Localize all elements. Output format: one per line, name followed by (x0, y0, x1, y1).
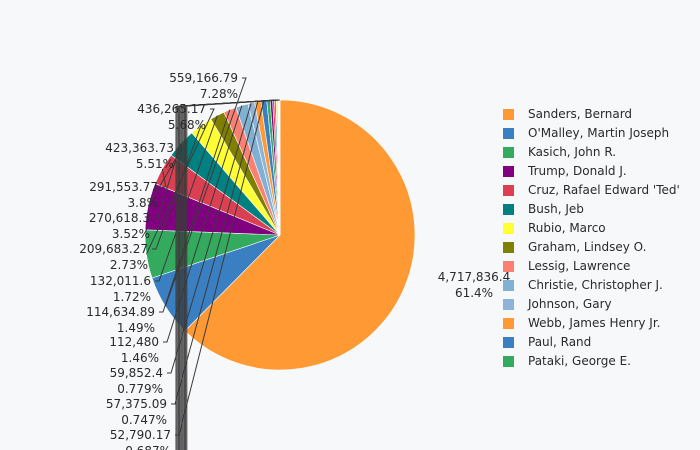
slice-label-value-5: 270,618.3 (89, 211, 150, 225)
legend-swatch (503, 261, 514, 272)
legend-swatch (503, 299, 514, 310)
legend-label: Rubio, Marco (528, 221, 606, 235)
leader-line-2 (145, 108, 215, 255)
legend-item-10[interactable]: Johnson, Gary (503, 297, 612, 311)
legend-label: Sanders, Bernard (528, 107, 632, 121)
slice-label-value-4: 291,553.77 (89, 180, 158, 194)
slice-label-value-3: 423,363.73 (105, 141, 174, 155)
legend-item-0[interactable]: Sanders, Bernard (503, 107, 632, 121)
legend-item-3[interactable]: Trump, Donald J. (503, 164, 627, 178)
slice-label-percent-11: 0.747% (121, 413, 167, 427)
legend: Sanders, Bernard O'Malley, Martin Joseph K… (503, 107, 680, 368)
legend-swatch (503, 356, 514, 367)
slice-label-value-12: 52,790.17 (110, 428, 171, 442)
slice-label-percent-10: 0.779% (117, 382, 163, 396)
legend-swatch (503, 166, 514, 177)
legend-item-11[interactable]: Webb, James Henry Jr. (503, 316, 661, 330)
slice-label-percent-0: 61.4% (455, 286, 493, 300)
pie-slices (144, 99, 416, 371)
slice-label-value-10: 59,852.4 (110, 366, 163, 380)
slice-label-value-9: 112,480 (109, 335, 159, 349)
leader-line-4 (161, 168, 167, 188)
legend-label: Lessig, Lawrence (528, 259, 630, 273)
slice-label-percent-6: 2.73% (110, 258, 148, 272)
leader-line-8 (159, 109, 231, 313)
legend-swatch (503, 337, 514, 348)
legend-label: Bush, Jeb (528, 202, 584, 216)
legend-item-9[interactable]: Christie, Christopher J. (503, 278, 663, 292)
slice-label-value-1: 559,166.79 (169, 71, 238, 85)
legend-item-7[interactable]: Graham, Lindsey O. (503, 240, 646, 254)
legend-item-5[interactable]: Bush, Jeb (503, 202, 584, 216)
slice-label-value-7: 132,011.6 (90, 274, 151, 288)
legend-item-1[interactable]: O'Malley, Martin Joseph (503, 126, 669, 140)
slice-label-percent-7: 1.72% (113, 290, 151, 304)
legend-label: Christie, Christopher J. (528, 278, 663, 292)
legend-label: Graham, Lindsey O. (528, 240, 646, 254)
legend-swatch (503, 318, 514, 329)
legend-item-13[interactable]: Pataki, George E. (503, 354, 631, 368)
legend-item-4[interactable]: Cruz, Rafael Edward 'Ted' (503, 183, 680, 197)
leader-line-22 (186, 99, 280, 450)
slice-label-value-0: 4,717,836.4 (438, 270, 511, 284)
legend-swatch (503, 280, 514, 291)
legend-label: Cruz, Rafael Edward 'Ted' (528, 183, 680, 197)
slice-label-percent-4: 3.8% (128, 196, 159, 210)
slice-label-value-2: 436,265.17 (137, 102, 206, 116)
legend-label: Paul, Rand (528, 335, 591, 349)
slice-label-value-8: 114,634.89 (86, 305, 155, 319)
slice-label-percent-9: 1.46% (121, 351, 159, 365)
slice-label-percent-5: 3.52% (112, 227, 150, 241)
leader-line-9 (163, 105, 243, 343)
legend-item-12[interactable]: Paul, Rand (503, 335, 591, 349)
legend-swatch (503, 109, 514, 120)
leader-line-1 (164, 77, 247, 307)
legend-label: Pataki, George E. (528, 354, 631, 368)
legend-item-2[interactable]: Kasich, John R. (503, 145, 616, 159)
leader-line-10 (167, 102, 252, 374)
slice-label-value-11: 57,375.09 (106, 397, 167, 411)
slice-label-percent-12: 0.687% (125, 444, 171, 450)
leader-line-5 (154, 143, 182, 219)
legend-swatch (503, 128, 514, 139)
leader-line-11 (171, 101, 259, 405)
legend-item-6[interactable]: Rubio, Marco (503, 221, 606, 235)
legend-label: O'Malley, Martin Joseph (528, 126, 669, 140)
slice-label-percent-2: 5.68% (168, 118, 206, 132)
slice-label-value-6: 209,683.27 (79, 242, 148, 256)
slice-label-percent-1: 7.28% (200, 87, 238, 101)
slice-label-percent-3: 5.51% (136, 157, 174, 171)
legend-swatch (503, 204, 514, 215)
label-leader-lines (145, 77, 280, 450)
legend-item-8[interactable]: Lessig, Lawrence (503, 259, 630, 273)
slice-labels: 4,717,836.4 61.4% 559,166.79 7.28%436,265.1… (79, 71, 510, 450)
legend-label: Kasich, John R. (528, 145, 616, 159)
leader-line-7 (155, 115, 218, 282)
legend-swatch (503, 185, 514, 196)
legend-label: Trump, Donald J. (527, 164, 627, 178)
legend-swatch (503, 147, 514, 158)
legend-swatch (503, 242, 514, 253)
legend-swatch (503, 223, 514, 234)
legend-label: Johnson, Gary (527, 297, 612, 311)
pie-slice-0[interactable] (184, 99, 416, 371)
legend-label: Webb, James Henry Jr. (528, 316, 661, 330)
slice-label-percent-8: 1.49% (117, 321, 155, 335)
